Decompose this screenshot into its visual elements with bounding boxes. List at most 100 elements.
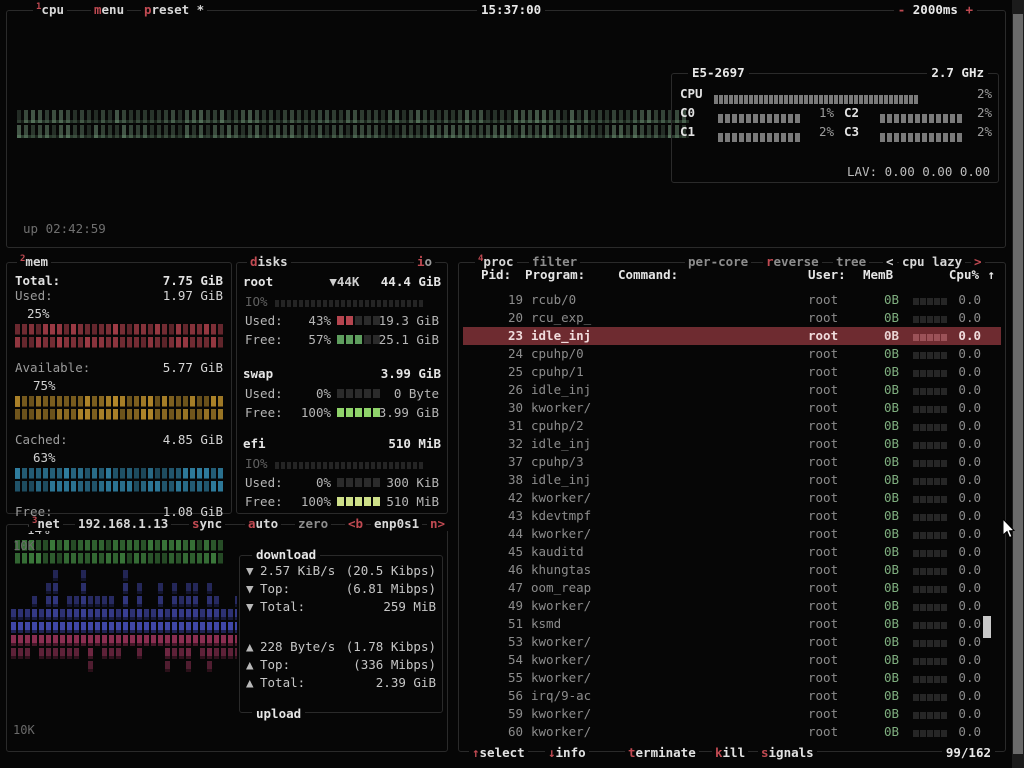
- signals-action[interactable]: signals: [758, 745, 817, 760]
- process-cpu-sparkline: [913, 385, 948, 395]
- process-row[interactable]: 37 cpuhp/3 root 0B 0.0: [463, 453, 1001, 471]
- processes-panel-title[interactable]: 4proc: [475, 254, 517, 270]
- process-row[interactable]: 45 kauditd root 0B 0.0: [463, 543, 1001, 561]
- disks-io-toggle[interactable]: io: [413, 254, 435, 269]
- update-interval[interactable]: - 2000ms +: [893, 2, 977, 17]
- process-user: root: [808, 544, 839, 559]
- process-row[interactable]: 53 kworker/root 0B 0.0: [463, 633, 1001, 651]
- interval-decrease-icon[interactable]: -: [897, 2, 906, 17]
- process-pid: 37: [507, 454, 523, 469]
- sort-next-button[interactable]: >: [971, 254, 985, 269]
- next-interface-button[interactable]: n>: [427, 516, 449, 531]
- process-row[interactable]: 55 kworker/root 0B 0.0: [463, 669, 1001, 687]
- select-action[interactable]: ↑select: [469, 745, 528, 760]
- process-row[interactable]: 24 cpuhp/0 root 0B 0.0: [463, 345, 1001, 363]
- menu-button[interactable]: menu: [91, 2, 128, 17]
- sync-button[interactable]: sync: [189, 516, 226, 531]
- process-pid: 44: [507, 526, 523, 541]
- process-row[interactable]: 54 kworker/root 0B 0.0: [463, 651, 1001, 669]
- disk-used-percent-efi: 0%: [315, 475, 331, 490]
- process-row[interactable]: 42 kworker/root 0B 0.0: [463, 489, 1001, 507]
- load-average-label: LAV: 0.00 0.00 0.00: [847, 164, 990, 179]
- header-memory[interactable]: MemB: [863, 267, 894, 282]
- process-scrollbar-thumb[interactable]: [983, 616, 991, 638]
- process-row[interactable]: 23 idle_inj root 0B 0.0: [463, 327, 1001, 345]
- process-row[interactable]: 31 cpuhp/2 root 0B 0.0: [463, 417, 1001, 435]
- header-program[interactable]: Program:: [525, 267, 586, 282]
- filter-button[interactable]: filter: [529, 254, 581, 269]
- process-pid: 23: [507, 328, 523, 343]
- memory-panel-title[interactable]: 2mem: [17, 254, 51, 270]
- sort-prev-button[interactable]: <: [883, 254, 897, 269]
- process-row[interactable]: 60 kworker/root 0B 0.0: [463, 723, 1001, 741]
- process-row[interactable]: 32 idle_inj root 0B 0.0: [463, 435, 1001, 453]
- per-core-button[interactable]: per-core: [685, 254, 752, 269]
- process-user: root: [808, 526, 839, 541]
- header-pid[interactable]: Pid:: [481, 267, 512, 282]
- process-user: root: [808, 706, 839, 721]
- process-row[interactable]: 59 kworker/root 0B 0.0: [463, 705, 1001, 723]
- process-row[interactable]: 47 oom_reap root 0B 0.0: [463, 579, 1001, 597]
- sort-direction-icon[interactable]: ↑: [987, 267, 995, 282]
- zero-button[interactable]: zero: [295, 516, 332, 531]
- process-memory: 0B: [883, 382, 899, 397]
- process-program: idle_inj: [531, 472, 592, 487]
- cpu-panel-title[interactable]: 1cpu: [33, 2, 67, 18]
- process-program: khungtas: [531, 562, 592, 577]
- prev-interface-button[interactable]: <b: [345, 516, 367, 531]
- disk-free-label-swap: Free:: [245, 405, 283, 420]
- process-row[interactable]: 30 kworker/root 0B 0.0: [463, 399, 1001, 417]
- info-action[interactable]: ↓info: [545, 745, 589, 760]
- process-row[interactable]: 44 kworker/root 0B 0.0: [463, 525, 1001, 543]
- process-pid: 31: [507, 418, 523, 433]
- terminate-action[interactable]: terminate: [625, 745, 699, 760]
- header-cpu[interactable]: Cpu%: [948, 267, 979, 282]
- process-row[interactable]: 20 rcu_exp_ root 0B 0.0: [463, 309, 1001, 327]
- process-program: ksmd: [531, 616, 562, 631]
- auto-button[interactable]: auto: [245, 516, 282, 531]
- interface-label: enp0s1: [371, 516, 423, 531]
- process-row[interactable]: 38 idle_inj root 0B 0.0: [463, 471, 1001, 489]
- interval-increase-icon[interactable]: +: [965, 2, 973, 17]
- process-pid: 45: [507, 544, 523, 559]
- window-scrollbar-thumb[interactable]: [1013, 14, 1023, 754]
- process-memory: 0B: [883, 490, 899, 505]
- core-label-2: C2: [844, 105, 860, 120]
- process-table-header: Pid: Program: Command: User: MemB Cpu% ↑: [463, 267, 1001, 285]
- window-scrollbar[interactable]: [1012, 0, 1024, 768]
- network-panel-title[interactable]: 3net: [29, 516, 63, 532]
- disk-io-rate-root: ▼44K: [329, 274, 360, 289]
- process-user: root: [808, 670, 839, 685]
- kill-action[interactable]: kill: [712, 745, 749, 760]
- process-row[interactable]: 25 cpuhp/1 root 0B 0.0: [463, 363, 1001, 381]
- download-title: download: [252, 547, 321, 562]
- process-user: root: [808, 472, 839, 487]
- process-row[interactable]: 26 idle_inj root 0B 0.0: [463, 381, 1001, 399]
- process-row[interactable]: 56 irq/9-ac root 0B 0.0: [463, 687, 1001, 705]
- process-memory: 0B: [883, 328, 899, 343]
- process-user: root: [808, 346, 839, 361]
- header-command[interactable]: Command:: [618, 267, 679, 282]
- preset-button[interactable]: preset *: [141, 2, 208, 17]
- process-user: root: [808, 724, 839, 739]
- header-user[interactable]: User:: [808, 267, 846, 282]
- process-cpu-sparkline: [913, 313, 948, 323]
- process-row[interactable]: 51 ksmd root 0B 0.0: [463, 615, 1001, 633]
- process-row[interactable]: 19 rcub/0 root 0B 0.0: [463, 291, 1001, 309]
- download-stat-label-2: Total:: [260, 599, 306, 614]
- reverse-button[interactable]: reverse: [763, 254, 822, 269]
- disk-free-meter-swap: [337, 404, 382, 421]
- tree-button[interactable]: tree: [833, 254, 870, 269]
- process-pid: 53: [507, 634, 523, 649]
- mem-row-value-3: 1.08 GiB: [162, 504, 223, 519]
- mem-row-value-1: 5.77 GiB: [162, 360, 223, 375]
- process-row[interactable]: 43 kdevtmpf root 0B 0.0: [463, 507, 1001, 525]
- process-user: root: [808, 562, 839, 577]
- process-cpu-sparkline: [913, 367, 948, 377]
- process-memory: 0B: [883, 580, 899, 595]
- process-cpu-percent: 0.0: [958, 346, 981, 361]
- process-user: root: [808, 454, 839, 469]
- process-row[interactable]: 49 kworker/root 0B 0.0: [463, 597, 1001, 615]
- process-row[interactable]: 46 khungtas root 0B 0.0: [463, 561, 1001, 579]
- disks-panel-title[interactable]: disks: [247, 254, 291, 269]
